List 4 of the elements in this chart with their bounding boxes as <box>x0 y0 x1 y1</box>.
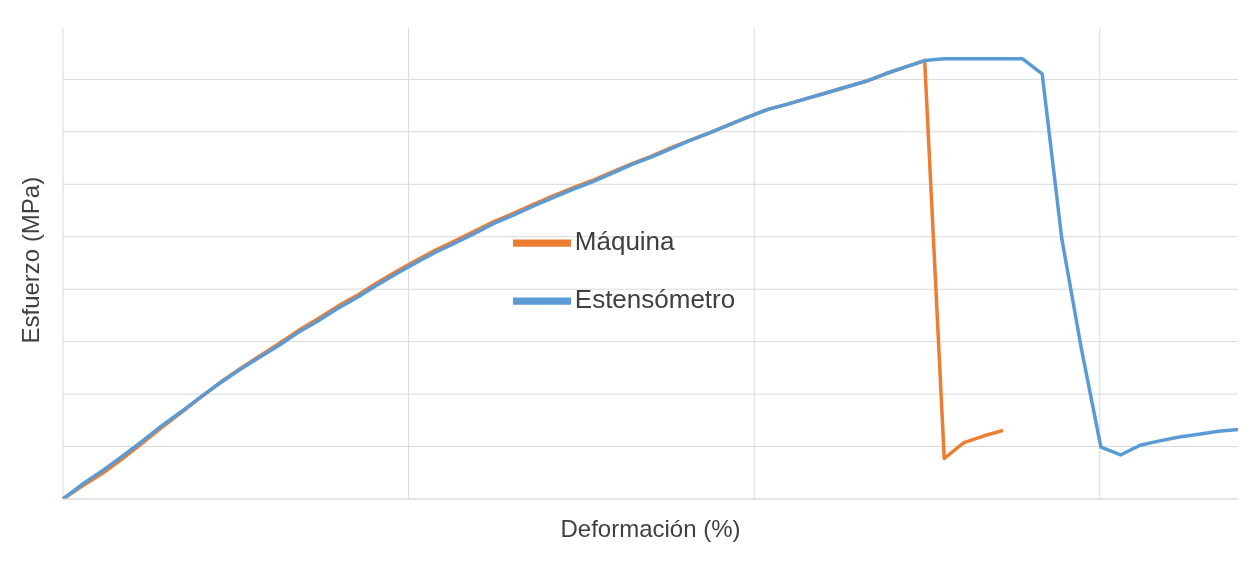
legend-label: Estensómetro <box>574 283 736 314</box>
y-axis-title: Esfuerzo (MPa) <box>16 176 44 344</box>
legend-label: Máquina <box>574 225 675 256</box>
x-axis-title: Deformación (%) <box>560 515 741 542</box>
